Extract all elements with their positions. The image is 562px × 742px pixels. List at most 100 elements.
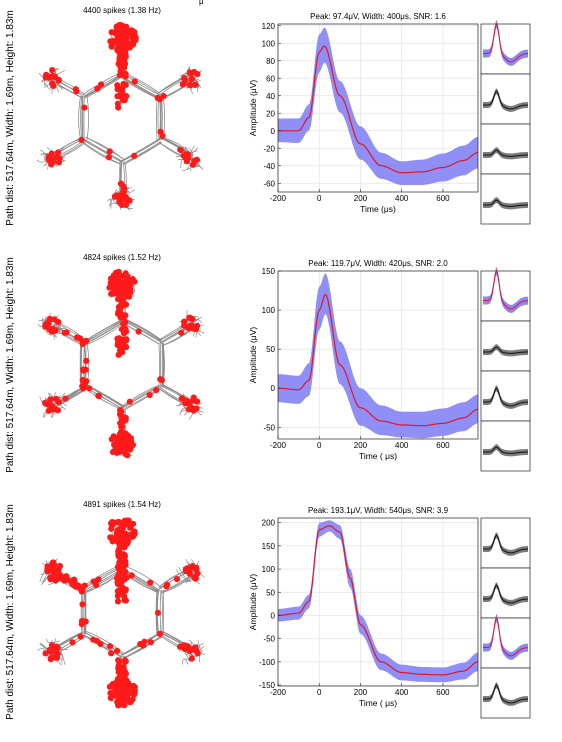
spike-dot [46,315,54,323]
spike-dot [49,647,56,655]
spike-dot [95,393,102,400]
trajectory-path-segment [122,141,162,164]
channel-3 [480,123,531,175]
spike-dot [189,161,197,168]
spike-dot [193,156,200,163]
row-chart-svg: 4891 spikes (1.54 Hz) Path dist: 517.64m,… [5,500,531,720]
spike-dot [119,526,126,533]
spike-dot [48,156,55,163]
channel-frame [480,667,531,719]
trajectory-path-segment [82,141,121,165]
spike-dot [114,647,121,654]
spike-dot [77,633,84,640]
spike-dot [105,154,112,161]
mean-waveform-line [278,45,479,174]
row-chart-svg: 4824 spikes (1.52 Hz) Path dist: 517.64m,… [5,253,531,473]
spike-dot [179,81,186,88]
trajectory-path-segment [123,635,162,659]
channel-band [483,197,528,210]
trajectory-path-segment [81,95,83,141]
trajectory-path-segment [83,140,122,163]
channel-band [483,88,528,112]
spike-dot [185,406,192,413]
spike-dot [55,76,62,83]
spike-dot [122,325,129,333]
waveform-title: Peak: 193.1μV, Width: 540μs, SNR: 3.9 [308,506,449,515]
channel-mean-line [483,149,528,157]
y-tick-label: 20 [266,109,275,118]
trajectory-panel [36,22,204,211]
spike-dot [114,86,121,93]
channel-band [483,532,528,556]
row-chart-svg: 4400 spikes (1.38 Hz) Path dist: 517.64m,… [5,6,531,226]
spike-dot [121,576,128,583]
spike-dot [122,42,129,49]
channel-1 [480,19,531,75]
spike-dot [126,398,133,405]
spike-dot [54,644,61,651]
spike-dot [124,452,131,459]
y-tick-label: -100 [259,658,276,667]
x-tick-label: 200 [354,688,368,697]
channel-frame [480,270,531,322]
spike-dot [117,310,124,317]
spike-dot [46,400,53,407]
y-tick-label: 0 [271,611,276,620]
spike-dot [50,559,57,566]
channel-frame [480,73,531,125]
x-tick-label: 400 [395,194,409,203]
unit-row-2: 4824 spikes (1.52 Hz) Path dist: 517.64m,… [0,247,562,492]
reward-well-path [195,161,200,167]
x-tick-label: 400 [395,688,409,697]
spike-dot [127,698,134,705]
spike-dot [98,81,105,88]
spike-dot [122,73,129,80]
mean-waveform-line [277,525,479,676]
spike-dot [81,104,88,111]
spike-dot [115,680,122,688]
spike-dot [181,322,188,329]
trajectory-path-segment [80,589,83,635]
spike-dot [79,340,86,347]
y-tick-label: 100 [262,39,276,48]
channel-mean-line [483,387,529,407]
spike-dot [176,643,184,650]
spike-dot [140,642,147,649]
spike-dot [122,597,129,604]
reward-well-path [177,147,194,160]
x-tick-label: -200 [270,441,287,450]
reward-well-path [179,409,204,415]
spike-dot [72,86,79,93]
spike-dot [53,571,60,578]
spike-dot [192,81,199,88]
trajectory-path-segment [123,317,163,341]
spike-dot [178,395,185,402]
y-tick-label: 0 [271,127,276,136]
y-axis-label: Amplitude (μV) [248,327,258,384]
spike-dot [49,67,56,74]
spike-dot [42,650,49,657]
trajectory-path-segment [123,142,162,165]
channel-band [483,444,528,457]
channel-mean-line [483,684,529,704]
spike-dot [114,449,121,456]
spike-dot [110,290,117,297]
channel-mean-line [483,534,529,554]
channel-band [483,385,528,409]
spike-dot [119,668,126,675]
channel-mean-line [483,584,529,604]
spike-dot [79,585,86,592]
spike-dot [108,650,115,657]
spike-dot [135,328,142,335]
x-axis-label: Time (μs) [360,204,396,214]
reward-well-path [57,323,66,329]
trajectory-path-segment [162,342,165,388]
y-tick-label: 200 [262,519,276,528]
channel-mean-line [483,269,529,310]
spike-dot [115,690,122,697]
spike-dot [119,559,126,566]
spike-dot [127,689,134,696]
x-tick-label: 200 [354,441,368,450]
waveform-panel: -200 0 200 400 600 -150 -100 -50 0 50 100 150 200 Pea… [248,506,479,708]
spike-dot [55,399,63,406]
